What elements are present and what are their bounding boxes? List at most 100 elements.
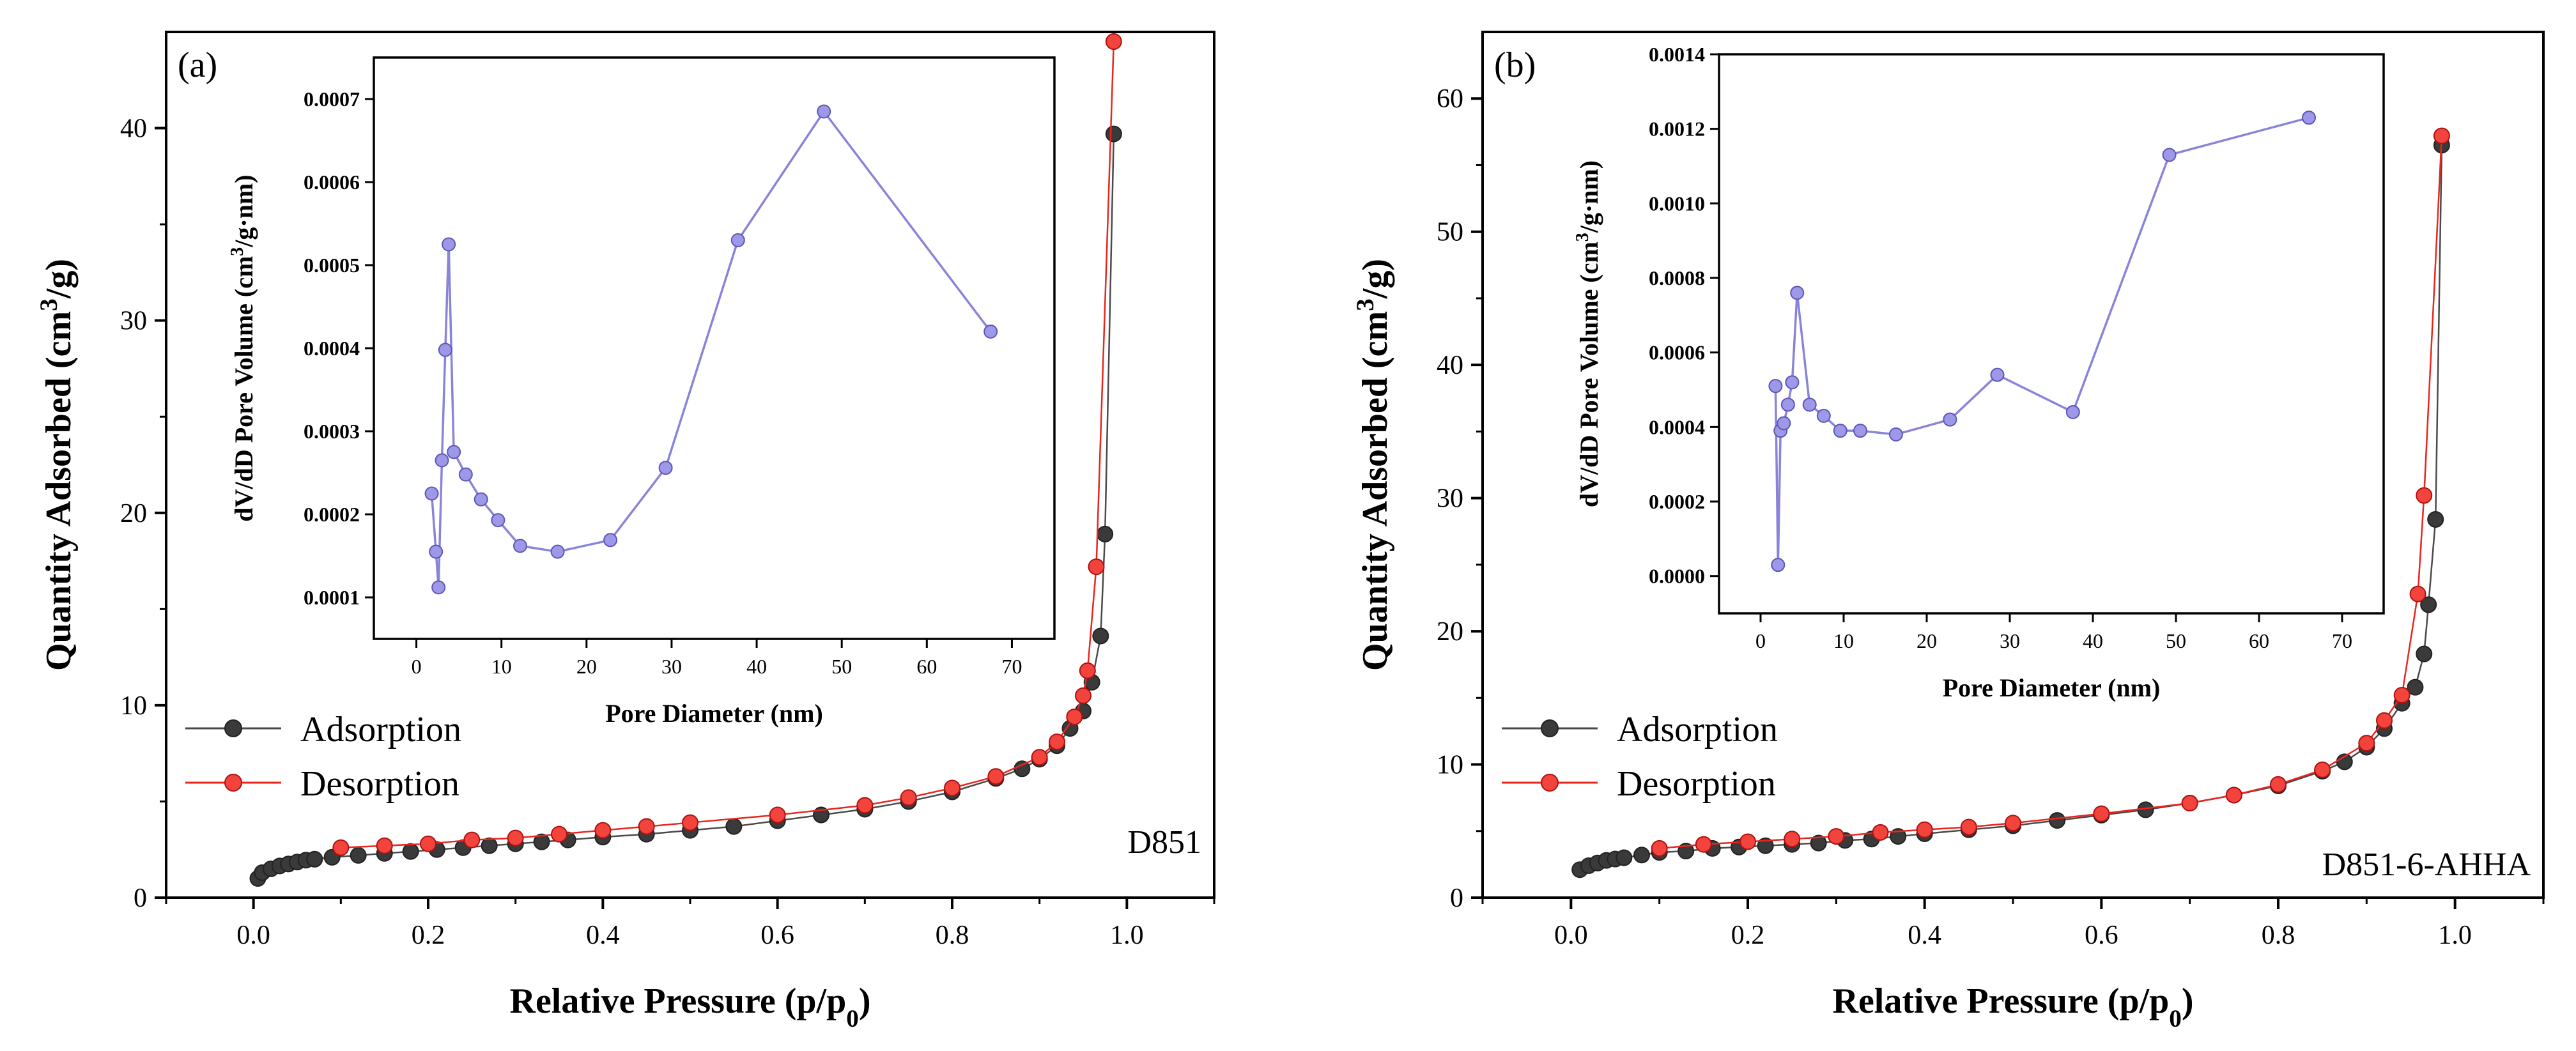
inset-x-tick-label: 10: [491, 655, 512, 678]
inset-y-tick-label: 0.0006: [304, 171, 360, 194]
inset-y-tick-label: 0.0000: [1649, 565, 1705, 588]
data-point-desorption: [1075, 687, 1091, 704]
inset-data-point: [1785, 375, 1800, 390]
data-point-desorption: [1105, 33, 1122, 50]
x-tick-label: 0.0: [236, 921, 270, 950]
x-tick-label: 1.0: [2438, 921, 2472, 950]
inset-data-point: [730, 233, 745, 247]
inset-data-point: [1888, 427, 1903, 441]
legend-label: Adsorption: [1617, 710, 1778, 749]
y-tick-label: 10: [120, 691, 147, 721]
data-point-desorption: [2416, 487, 2433, 504]
inset-y-tick-label: 0.0006: [1649, 341, 1705, 364]
legend-marker: [1541, 719, 1559, 737]
data-point-adsorption: [481, 837, 498, 854]
data-point-adsorption: [1890, 828, 1907, 845]
inset-data-point: [513, 539, 527, 553]
inset-y-title-part: /g·nm): [1575, 160, 1603, 233]
inset-data-point: [1833, 424, 1847, 438]
inset-y-title-part: 3: [228, 247, 247, 256]
inset-x-tick-label: 0: [1755, 629, 1766, 652]
legend-label: Desorption: [1617, 764, 1776, 804]
data-point-adsorption: [2407, 679, 2424, 696]
inset-y-title: dV/dD Pore Volume (cm3/g·nm): [228, 174, 259, 521]
inset-data-point: [447, 445, 461, 459]
inset-x-tick-label: 50: [2166, 629, 2186, 652]
data-point-desorption: [1739, 833, 1756, 850]
inset-data-point: [1780, 397, 1795, 412]
inset-x-tick-label: 60: [2249, 629, 2269, 652]
inset-frame: [1718, 53, 2385, 615]
x-axis-title: Relative Pressure (p/p0): [510, 981, 871, 1032]
inset-x-tick-label: 30: [661, 655, 682, 678]
inset-y-title-part: dV/dD Pore Volume (cm: [1575, 242, 1603, 507]
data-point-desorption: [463, 831, 481, 848]
x-tick-label: 1.0: [1110, 921, 1144, 950]
inset-data-point: [1816, 408, 1831, 423]
data-point-desorption: [1828, 828, 1845, 845]
data-point-desorption: [2225, 786, 2242, 804]
data-point-adsorption: [402, 843, 419, 860]
data-point-desorption: [1049, 733, 1065, 751]
inset-y-tick-label: 0.0003: [304, 420, 360, 443]
data-point-desorption: [944, 779, 960, 797]
inset-data-point: [474, 492, 488, 507]
y-tick-label: 0: [134, 884, 147, 913]
data-point-desorption: [551, 825, 567, 843]
inset-frame: [373, 56, 1056, 640]
inset-data-point: [442, 237, 456, 252]
inset-y-title: dV/dD Pore Volume (cm3/g·nm): [1573, 160, 1604, 507]
data-point-desorption: [332, 839, 350, 856]
inset-y-title-part: dV/dD Pore Volume (cm: [229, 256, 258, 522]
x-tick-label: 0.2: [412, 921, 445, 950]
inset-y-tick-label: 0.0010: [1649, 192, 1705, 215]
panel-b: 0.0 0.2 0.4 0.6 0.8 1.00102030405060Relative …: [1352, 31, 2545, 1032]
data-point-adsorption: [1633, 847, 1650, 864]
data-point-desorption: [1784, 831, 1801, 848]
data-point-desorption: [1872, 824, 1889, 841]
legend: Adsorption Desorption: [1502, 710, 1778, 804]
data-point-desorption: [2093, 805, 2110, 822]
inset-x-tick-label: 10: [1833, 629, 1854, 652]
data-point-desorption: [1031, 749, 1048, 766]
panel-label: (a): [178, 45, 217, 85]
inset-y-tick-label: 0.0004: [304, 337, 360, 360]
data-point-desorption: [2005, 815, 2021, 832]
inset-data-point: [1990, 367, 2005, 382]
data-point-desorption: [1651, 840, 1668, 857]
data-point-adsorption: [1616, 849, 1633, 866]
data-point-desorption: [2433, 127, 2450, 144]
legend-marker: [1541, 774, 1559, 792]
data-point-desorption: [769, 806, 786, 824]
data-point-desorption: [1088, 558, 1105, 576]
inset-data-point: [458, 467, 473, 482]
inset-data-point: [429, 544, 443, 559]
x-axis-title-part: ): [859, 981, 871, 1021]
inset-data-point: [1768, 379, 1783, 394]
inset-data-point: [424, 486, 439, 501]
inset-x-tick-label: 20: [1917, 629, 1937, 652]
legend-label: Desorption: [300, 764, 459, 804]
inset-data-point: [438, 342, 452, 357]
data-point-desorption: [2393, 687, 2410, 704]
inset-data-point: [435, 453, 449, 468]
data-point-adsorption: [1757, 837, 1774, 854]
inset-x-tick-label: 40: [2083, 629, 2103, 652]
x-axis-title-part: ): [2182, 981, 2194, 1021]
x-tick-label: 0.4: [586, 921, 620, 950]
data-point-adsorption: [1105, 125, 1122, 142]
inset-x-tick-label: 20: [576, 655, 597, 678]
inset-data-point: [658, 461, 673, 475]
data-point-desorption: [376, 837, 393, 854]
inset-x-title: Pore Diameter (nm): [1943, 673, 2161, 702]
y-tick-label: 0: [1450, 884, 1463, 913]
data-point-adsorption: [1092, 627, 1109, 645]
inset-y-tick-label: 0.0001: [304, 586, 360, 609]
data-point-desorption: [2358, 735, 2375, 752]
inset-x-tick-label: 40: [746, 655, 767, 678]
data-point-desorption: [2314, 761, 2331, 778]
y-axis-title-part: 3: [35, 298, 63, 311]
inset-y-tick-label: 0.0004: [1649, 415, 1705, 438]
data-point-adsorption: [725, 818, 743, 835]
